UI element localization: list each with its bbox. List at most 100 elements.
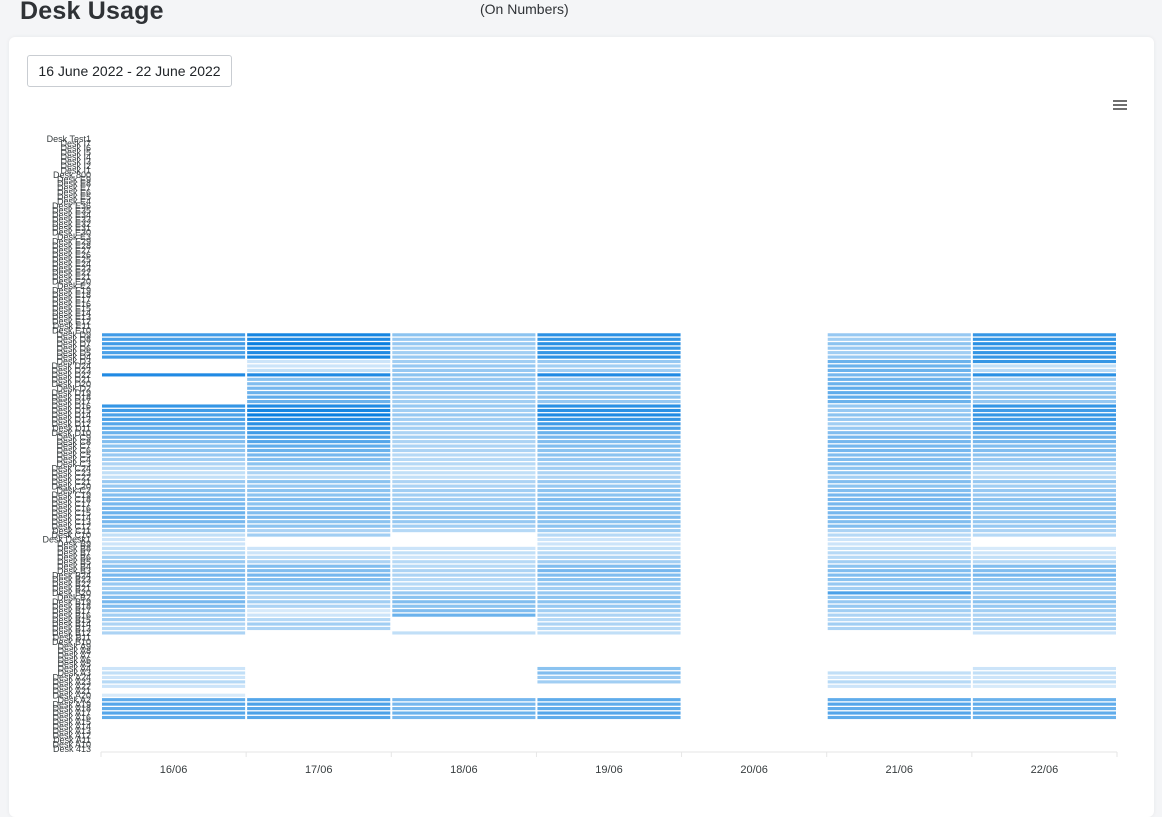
heatmap-cell[interactable] xyxy=(972,462,1116,466)
heatmap-cell[interactable] xyxy=(537,715,681,720)
heatmap-cell[interactable] xyxy=(247,413,391,417)
heatmap-cell[interactable] xyxy=(827,618,971,622)
heatmap-cell[interactable] xyxy=(827,426,971,430)
heatmap-cell[interactable] xyxy=(392,560,536,564)
heatmap-cell[interactable] xyxy=(827,622,971,626)
heatmap-cell[interactable] xyxy=(247,400,391,404)
heatmap-cell[interactable] xyxy=(247,444,391,448)
heatmap-cell[interactable] xyxy=(392,448,536,453)
heatmap-cell[interactable] xyxy=(972,600,1116,604)
heatmap-cell[interactable] xyxy=(247,373,391,377)
heatmap-cell[interactable] xyxy=(537,466,681,470)
heatmap-cell[interactable] xyxy=(827,502,971,506)
heatmap-cell[interactable] xyxy=(827,422,971,426)
heatmap-cell[interactable] xyxy=(102,515,246,519)
heatmap-cell[interactable] xyxy=(102,493,246,497)
heatmap-cell[interactable] xyxy=(972,475,1116,479)
heatmap-cell[interactable] xyxy=(537,346,681,350)
heatmap-cell[interactable] xyxy=(102,484,246,488)
heatmap-cell[interactable] xyxy=(972,577,1116,582)
heatmap-cell[interactable] xyxy=(972,622,1116,626)
heatmap-cell[interactable] xyxy=(827,564,971,568)
heatmap-cell[interactable] xyxy=(827,359,971,364)
heatmap-cell[interactable] xyxy=(972,417,1116,421)
heatmap-cell[interactable] xyxy=(537,368,681,373)
heatmap-cell[interactable] xyxy=(537,542,681,546)
heatmap-cell[interactable] xyxy=(247,564,391,568)
heatmap-cell[interactable] xyxy=(392,466,536,470)
heatmap-cell[interactable] xyxy=(247,533,391,537)
heatmap-cell[interactable] xyxy=(827,560,971,564)
heatmap-cell[interactable] xyxy=(827,573,971,577)
heatmap-cell[interactable] xyxy=(972,493,1116,497)
heatmap-cell[interactable] xyxy=(827,480,971,484)
heatmap-cell[interactable] xyxy=(537,524,681,528)
heatmap-cell[interactable] xyxy=(392,506,536,510)
heatmap-cell[interactable] xyxy=(392,551,536,555)
heatmap-cell[interactable] xyxy=(247,377,391,381)
heatmap-cell[interactable] xyxy=(537,600,681,604)
heatmap-cell[interactable] xyxy=(972,520,1116,524)
heatmap-cell[interactable] xyxy=(972,671,1116,675)
heatmap-cell[interactable] xyxy=(537,591,681,595)
heatmap-cell[interactable] xyxy=(537,680,681,684)
heatmap-cell[interactable] xyxy=(972,435,1116,439)
heatmap-cell[interactable] xyxy=(392,440,536,444)
heatmap-cell[interactable] xyxy=(537,391,681,395)
heatmap-cell[interactable] xyxy=(537,537,681,542)
heatmap-cell[interactable] xyxy=(247,591,391,595)
heatmap-cell[interactable] xyxy=(972,586,1116,591)
heatmap-cell[interactable] xyxy=(972,515,1116,519)
heatmap-cell[interactable] xyxy=(537,506,681,510)
heatmap-cell[interactable] xyxy=(392,431,536,435)
heatmap-cell[interactable] xyxy=(537,448,681,453)
heatmap-cell[interactable] xyxy=(102,604,246,608)
heatmap-cell[interactable] xyxy=(972,573,1116,577)
heatmap-cell[interactable] xyxy=(392,475,536,479)
heatmap-cell[interactable] xyxy=(392,511,536,515)
heatmap-cell[interactable] xyxy=(827,715,971,720)
heatmap-cell[interactable] xyxy=(102,560,246,564)
heatmap-cell[interactable] xyxy=(247,359,391,364)
heatmap-cell[interactable] xyxy=(392,573,536,577)
heatmap-cell[interactable] xyxy=(247,422,391,426)
heatmap-cell[interactable] xyxy=(392,342,536,346)
heatmap-cell[interactable] xyxy=(537,359,681,364)
heatmap-cell[interactable] xyxy=(972,440,1116,444)
heatmap-cell[interactable] xyxy=(247,382,391,386)
heatmap-cell[interactable] xyxy=(537,582,681,586)
heatmap-cell[interactable] xyxy=(972,595,1116,599)
heatmap-cell[interactable] xyxy=(972,368,1116,373)
heatmap-cell[interactable] xyxy=(247,520,391,524)
heatmap-cell[interactable] xyxy=(537,386,681,390)
heatmap-cell[interactable] xyxy=(247,488,391,493)
heatmap-cell[interactable] xyxy=(247,395,391,399)
heatmap-cell[interactable] xyxy=(827,533,971,537)
heatmap-cell[interactable] xyxy=(392,373,536,377)
heatmap-cell[interactable] xyxy=(102,698,246,702)
heatmap-cell[interactable] xyxy=(102,506,246,510)
heatmap-cell[interactable] xyxy=(102,591,246,595)
heatmap-cell[interactable] xyxy=(827,368,971,373)
heatmap-cell[interactable] xyxy=(102,542,246,546)
heatmap-cell[interactable] xyxy=(392,591,536,595)
heatmap-cell[interactable] xyxy=(972,359,1116,364)
heatmap-cell[interactable] xyxy=(972,377,1116,381)
heatmap-cell[interactable] xyxy=(537,666,681,671)
heatmap-cell[interactable] xyxy=(247,529,391,533)
heatmap-cell[interactable] xyxy=(972,551,1116,555)
heatmap-cell[interactable] xyxy=(827,604,971,608)
heatmap-cell[interactable] xyxy=(972,400,1116,404)
heatmap-cell[interactable] xyxy=(102,342,246,346)
heatmap-cell[interactable] xyxy=(247,515,391,519)
heatmap-cell[interactable] xyxy=(972,591,1116,595)
heatmap-cell[interactable] xyxy=(392,395,536,399)
heatmap-cell[interactable] xyxy=(392,515,536,519)
heatmap-cell[interactable] xyxy=(537,395,681,399)
heatmap-cell[interactable] xyxy=(827,417,971,421)
heatmap-cell[interactable] xyxy=(537,337,681,341)
heatmap-cell[interactable] xyxy=(102,457,246,461)
heatmap-cell[interactable] xyxy=(972,715,1116,720)
heatmap-cell[interactable] xyxy=(827,346,971,350)
heatmap-cell[interactable] xyxy=(972,684,1116,688)
